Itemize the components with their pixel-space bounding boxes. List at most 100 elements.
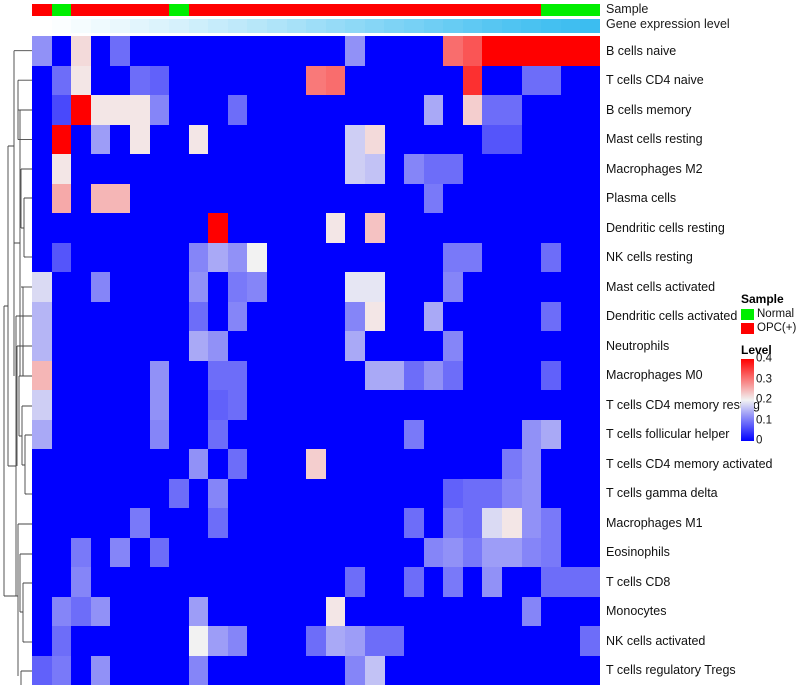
heatmap-cell: [149, 449, 170, 479]
heatmap-cell: [580, 301, 600, 331]
heatmap-cell: [462, 213, 483, 243]
heatmap-cell: [482, 655, 503, 685]
heatmap-cell: [423, 596, 444, 626]
heatmap-cell: [188, 154, 209, 184]
heatmap-cell: [423, 419, 444, 449]
heatmap-cell: [404, 419, 424, 449]
heatmap-cell: [110, 449, 130, 479]
gene-expression-annotation-cell: [462, 19, 483, 33]
heatmap-cell: [32, 95, 52, 125]
heatmap-cell: [110, 508, 130, 538]
heatmap-cell: [267, 596, 287, 626]
heatmap-cell: [443, 419, 463, 449]
heatmap-cell: [110, 331, 130, 361]
heatmap-cell: [306, 596, 326, 626]
heatmap-cell: [345, 272, 365, 302]
heatmap-cell: [149, 95, 170, 125]
heatmap-cell: [364, 360, 385, 390]
heatmap-cell: [443, 655, 463, 685]
heatmap-cell: [286, 567, 307, 597]
heatmap-cell: [580, 508, 600, 538]
heatmap-cell: [541, 65, 561, 95]
heatmap-cell: [247, 567, 268, 597]
heatmap-cell: [541, 449, 561, 479]
heatmap-cell: [560, 331, 581, 361]
heatmap-cell: [188, 183, 209, 213]
heatmap-cell: [521, 508, 542, 538]
heatmap-cell: [286, 508, 307, 538]
heatmap-cell: [521, 478, 542, 508]
heatmap-cell: [149, 213, 170, 243]
heatmap-cell: [32, 154, 52, 184]
gene-expression-annotation-cell: [580, 19, 600, 33]
heatmap-cell: [149, 537, 170, 567]
heatmap-cell: [169, 272, 189, 302]
heatmap-cell: [384, 301, 405, 331]
heatmap-cell: [502, 419, 522, 449]
heatmap-cell: [71, 537, 91, 567]
heatmap-cell: [541, 124, 561, 154]
heatmap-cell: [247, 508, 268, 538]
heatmap-cell: [384, 478, 405, 508]
heatmap-cell: [384, 124, 405, 154]
gene-expression-annotation-cell: [325, 19, 346, 33]
heatmap-cell: [149, 596, 170, 626]
heatmap-cell: [580, 596, 600, 626]
heatmap-cell: [502, 301, 522, 331]
sample-annotation-cell: [384, 4, 404, 16]
heatmap-cell: [443, 449, 463, 479]
heatmap-cell: [32, 183, 52, 213]
heatmap-cell: [384, 272, 405, 302]
heatmap-cell: [560, 360, 581, 390]
heatmap-cell: [208, 626, 228, 656]
heatmap-cell: [51, 65, 72, 95]
heatmap-cell: [32, 478, 52, 508]
heatmap-cell: [443, 301, 463, 331]
heatmap-cell: [560, 154, 581, 184]
heatmap-cell: [560, 419, 581, 449]
heatmap-cell: [90, 65, 111, 95]
heatmap-cell: [560, 449, 581, 479]
row-label: T cells CD4 memory activated: [606, 456, 773, 471]
heatmap-cell: [247, 301, 268, 331]
heatmap-cell: [90, 449, 111, 479]
heatmap-cell: [423, 36, 444, 66]
heatmap-cell: [384, 626, 405, 656]
heatmap-cell: [32, 567, 52, 597]
heatmap-cell: [306, 537, 326, 567]
gene-expression-annotation-cell: [266, 19, 287, 33]
heatmap-cell: [286, 213, 307, 243]
gene-expression-annotation-cell: [227, 19, 248, 33]
heatmap-cell: [325, 419, 346, 449]
heatmap-cell: [364, 508, 385, 538]
heatmap-cell: [423, 183, 444, 213]
heatmap-cell: [325, 213, 346, 243]
heatmap-cell: [129, 390, 150, 420]
heatmap-cell: [90, 272, 111, 302]
heatmap-cell: [90, 95, 111, 125]
heatmap-cell: [521, 95, 542, 125]
row-label: T cells regulatory Tregs: [606, 663, 736, 678]
heatmap-cell: [208, 390, 228, 420]
heatmap-cell: [580, 65, 600, 95]
heatmap-cell: [110, 124, 130, 154]
heatmap-cell: [384, 508, 405, 538]
gene-expression-annotation-cell: [364, 19, 385, 33]
heatmap-cell: [482, 360, 503, 390]
heatmap-cell: [521, 36, 542, 66]
heatmap-cell: [247, 390, 268, 420]
heatmap-cell: [580, 537, 600, 567]
heatmap-cell: [247, 537, 268, 567]
heatmap-cell: [345, 537, 365, 567]
heatmap-cell: [208, 567, 228, 597]
heatmap-cell: [462, 390, 483, 420]
heatmap-cell: [443, 272, 463, 302]
heatmap-cell: [227, 537, 248, 567]
row-label: Macrophages M1: [606, 515, 703, 530]
heatmap-cell: [502, 449, 522, 479]
heatmap-cell: [227, 331, 248, 361]
heatmap-cell: [227, 655, 248, 685]
heatmap-cell: [345, 655, 365, 685]
heatmap-cell: [227, 124, 248, 154]
heatmap-cell: [560, 272, 581, 302]
